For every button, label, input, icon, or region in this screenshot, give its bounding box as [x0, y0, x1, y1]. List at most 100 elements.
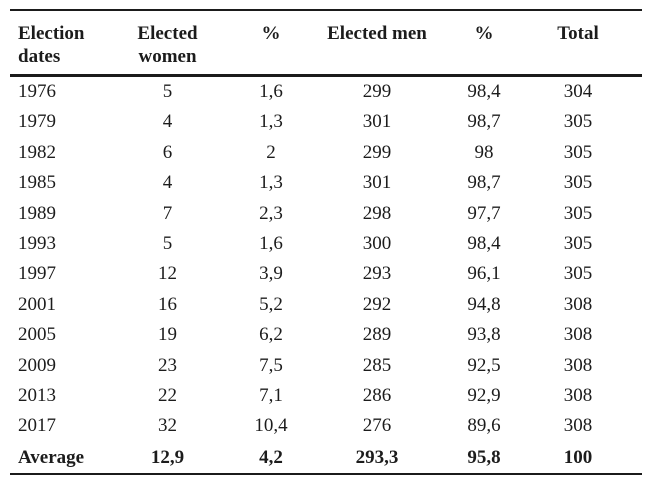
cell-elected-women: 6: [162, 141, 173, 163]
cell-percent-men: 98,4: [467, 233, 501, 255]
cell-elected-women: 4: [162, 172, 173, 194]
column-header-elected-men: Elected men: [322, 10, 432, 77]
cell-elected-men: 289: [362, 324, 392, 346]
column-header-elected-women: Elected women: [115, 10, 220, 77]
cell-elected-men: 286: [362, 385, 392, 407]
cell-percent-women: 1,6: [259, 233, 283, 255]
cell-elected-men: 293: [362, 263, 392, 285]
table-row-2001: 2001 16 5,2 292 94,8 308: [10, 290, 642, 320]
cell-percent-men: 98,7: [467, 111, 501, 133]
column-header-text: Total: [557, 23, 599, 44]
cell-election-dates: 2001: [18, 293, 56, 315]
cell-elected-women: 5: [162, 233, 173, 255]
cell-total: 305: [563, 263, 593, 285]
cell-elected-women: 5: [162, 81, 173, 102]
cell-election-dates: 2009: [18, 354, 56, 376]
cell-elected-women: 19: [158, 324, 177, 346]
cell-total: 308: [563, 324, 593, 346]
cell-percent-men: 98: [474, 141, 494, 163]
cell-election-dates: 1989: [18, 202, 56, 224]
average-cell-percent-women: 4,2: [259, 446, 283, 468]
cell-elected-women: 4: [162, 111, 173, 133]
cell-total: 305: [563, 141, 593, 163]
cell-total: 308: [563, 293, 593, 315]
cell-percent-men: 98,4: [467, 81, 501, 102]
table-row-2017: 2017 32 10,4 276 89,6 308: [10, 411, 642, 441]
table-row-1979: 1979 4 1,3 301 98,7 305: [10, 107, 642, 137]
cell-percent-women: 10,4: [254, 415, 288, 437]
column-header-text: %: [261, 23, 281, 44]
column-header-text: Elected men: [327, 23, 427, 44]
cell-elected-men: 285: [362, 354, 392, 376]
table-row-1997: 1997 12 3,9 293 96,1 305: [10, 259, 642, 289]
table-row-2013: 2013 22 7,1 286 92,9 308: [10, 381, 642, 411]
column-header-text: Election: [18, 23, 85, 44]
header-row: Election dates Elected women% Elected men% To…: [10, 10, 642, 77]
cell-election-dates: 1985: [18, 172, 56, 194]
table-row-1985: 1985 4 1,3 301 98,7 305: [10, 168, 642, 198]
column-header-text: dates: [18, 46, 61, 67]
cell-total: 304: [563, 81, 593, 102]
cell-elected-men: 300: [362, 233, 392, 255]
cell-elected-women: 32: [158, 415, 177, 437]
cell-total: 308: [563, 385, 593, 407]
cell-percent-men: 98,7: [467, 172, 501, 194]
cell-total: 308: [563, 415, 593, 437]
election-results-table: Election dates Elected women% Elected men% To…: [10, 9, 642, 475]
column-header-percent-men: %: [432, 10, 536, 77]
cell-total: 305: [563, 202, 593, 224]
cell-percent-women: 5,2: [259, 293, 283, 315]
average-cell-total: 100: [563, 446, 593, 468]
cell-percent-women: 2,3: [259, 202, 283, 224]
cell-elected-men: 276: [362, 415, 392, 437]
cell-percent-women: 1,3: [259, 111, 283, 133]
column-header-percent-women: %: [220, 10, 322, 77]
average-cell-percent-men: 95,8: [467, 446, 501, 468]
table-row-1989: 1989 7 2,3 298 97,7 305: [10, 199, 642, 229]
cell-elected-men: 299: [362, 81, 392, 102]
cell-percent-women: 3,9: [259, 263, 283, 285]
table-row-1982: 1982 6 2 299 98 305: [10, 138, 642, 168]
cell-election-dates: 1993: [18, 233, 56, 255]
cell-percent-women: 7,5: [259, 354, 283, 376]
table-header: Election dates Elected women% Elected men% To…: [10, 10, 642, 77]
cell-election-dates: 2017: [18, 415, 56, 437]
cell-percent-men: 94,8: [467, 293, 501, 315]
cell-election-dates: 1997: [18, 263, 56, 285]
cell-total: 305: [563, 172, 593, 194]
average-cell-elected-women: 12,9: [150, 446, 185, 468]
cell-percent-men: 97,7: [467, 202, 501, 224]
cell-total: 308: [563, 354, 593, 376]
cell-percent-women: 2: [266, 141, 276, 163]
cell-percent-men: 89,6: [467, 415, 501, 437]
cell-percent-women: 1,6: [259, 81, 283, 102]
cell-elected-women: 16: [158, 293, 177, 315]
cell-elected-women: 23: [158, 354, 177, 376]
table-row-2009: 2009 23 7,5 285 92,5 308: [10, 351, 642, 381]
column-header-election-dates: Election dates: [10, 10, 115, 77]
column-header-text: %: [474, 23, 494, 44]
column-header-total: Total: [536, 10, 642, 77]
table-row-2005: 2005 19 6,2 289 93,8 308: [10, 320, 642, 350]
cell-percent-men: 92,5: [467, 354, 501, 376]
cell-elected-women: 7: [162, 202, 173, 224]
cell-percent-women: 1,3: [259, 172, 283, 194]
average-cell-election-dates: Average: [18, 446, 85, 468]
cell-elected-women: 12: [158, 263, 177, 285]
average-row: Average 12,9 4,2 293,3 95,8 100: [10, 442, 642, 474]
cell-elected-women: 22: [158, 385, 177, 407]
cell-percent-men: 93,8: [467, 324, 501, 346]
cell-elected-men: 298: [362, 202, 392, 224]
cell-elected-men: 292: [362, 293, 392, 315]
table-body: 1976 5 1,6 299 98,4 304 1979 4 1,3 301 98,7 305 1982…: [10, 76, 642, 474]
cell-election-dates: 2005: [18, 324, 56, 346]
cell-percent-men: 96,1: [467, 263, 501, 285]
cell-elected-men: 301: [362, 111, 392, 133]
cell-election-dates: 1976: [18, 81, 56, 102]
page: Election dates Elected women% Elected men% To…: [10, 9, 642, 475]
cell-election-dates: 1982: [18, 141, 56, 163]
column-header-text: Elected: [137, 23, 198, 44]
cell-total: 305: [563, 233, 593, 255]
table-row-1976: 1976 5 1,6 299 98,4 304: [10, 76, 642, 108]
cell-total: 305: [563, 111, 593, 133]
